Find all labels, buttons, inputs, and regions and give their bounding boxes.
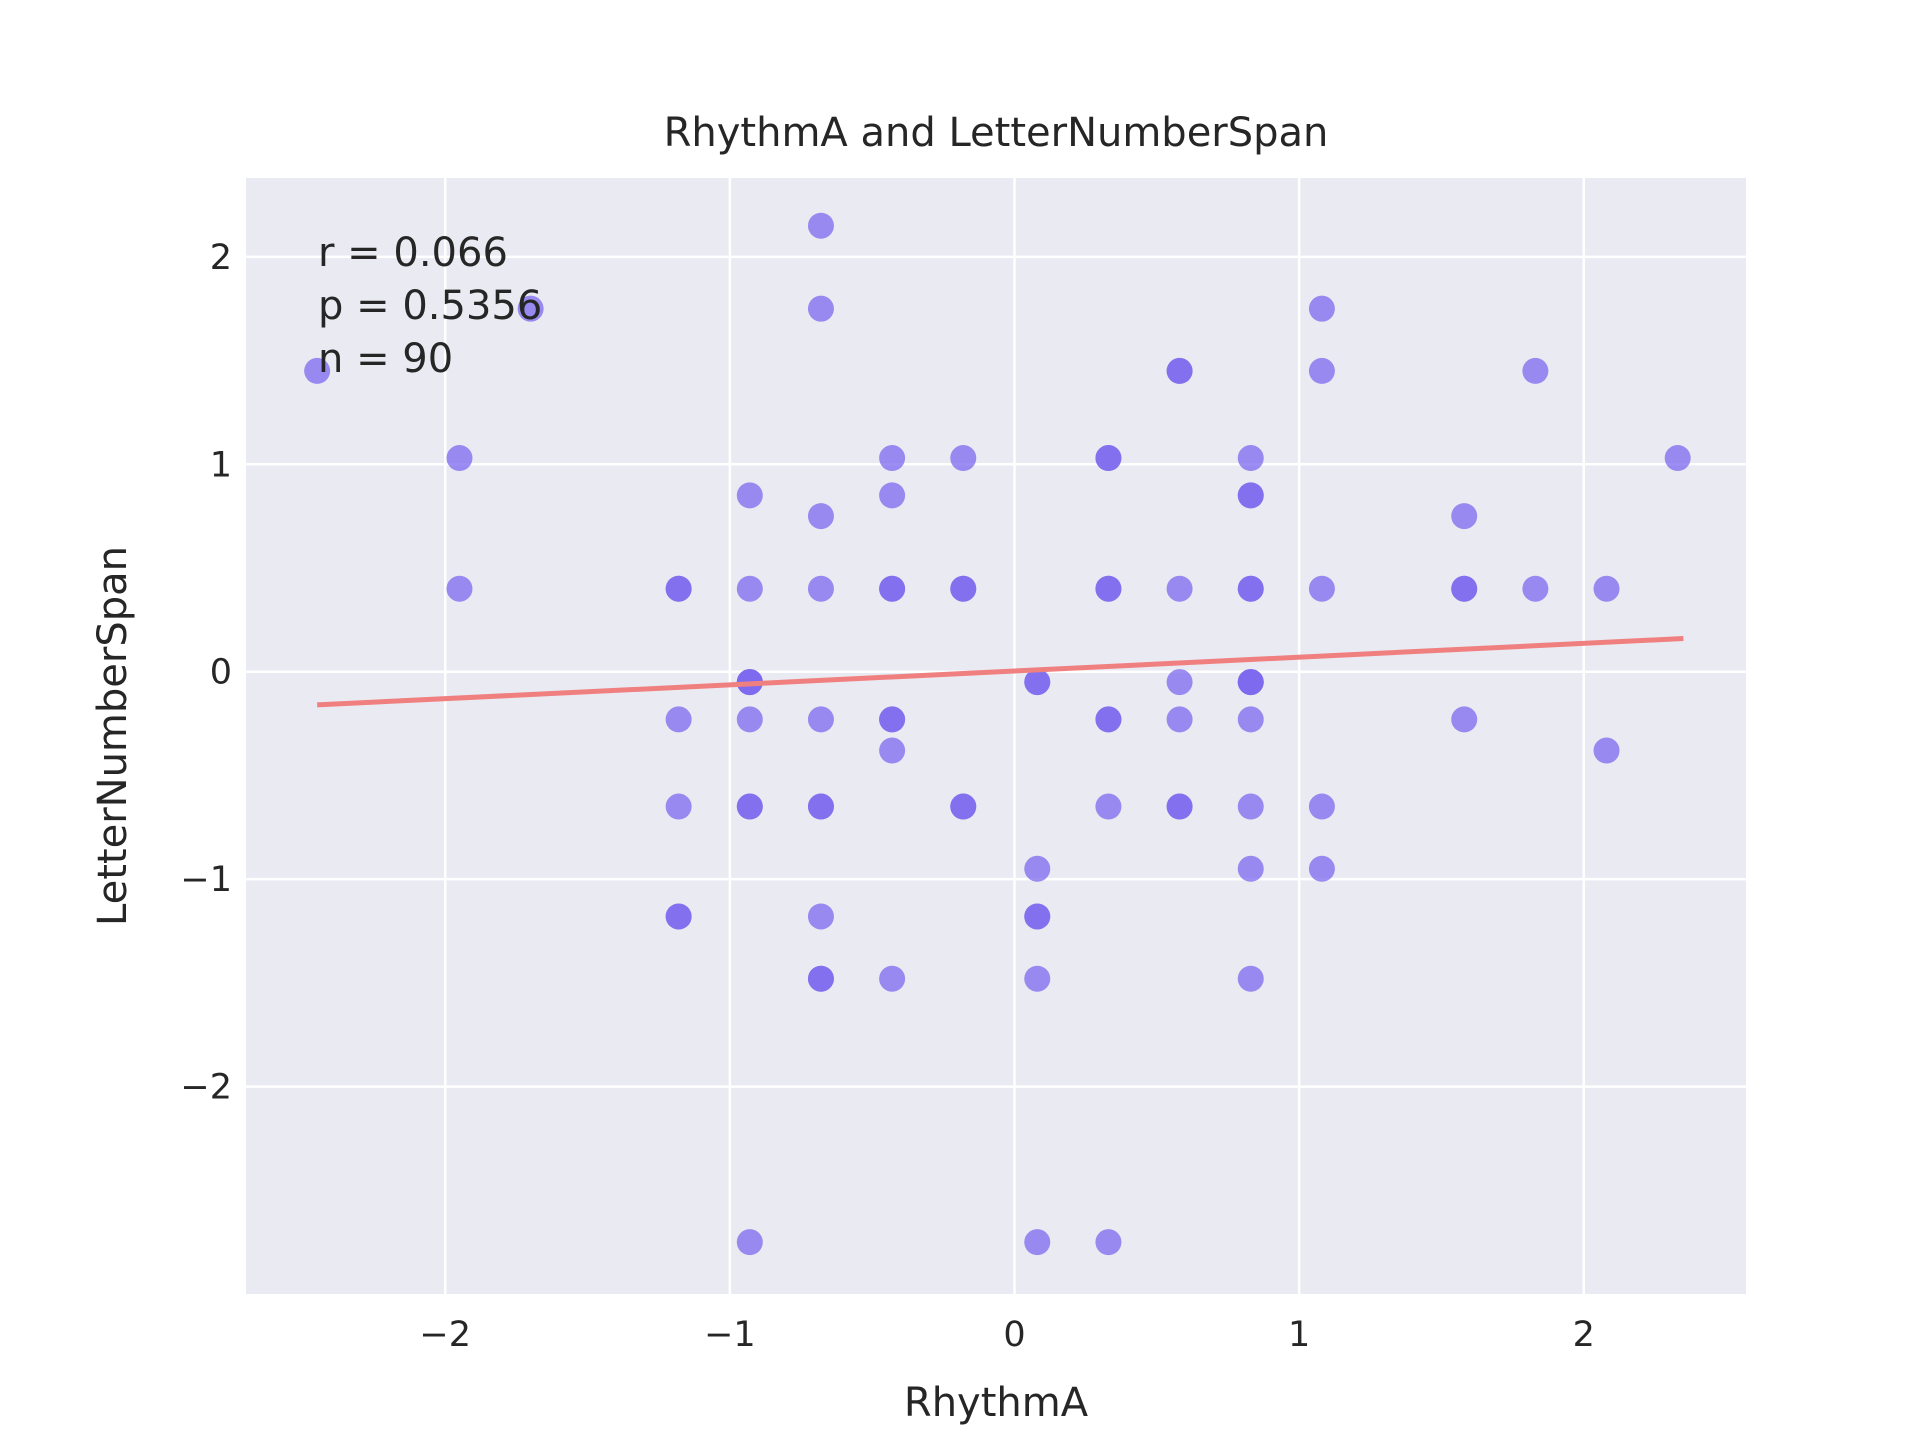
- scatter-point: [736, 793, 763, 820]
- scatter-point: [446, 445, 473, 472]
- y-axis-label: LetterNumberSpan: [90, 546, 136, 926]
- data-points: [304, 212, 1691, 1256]
- scatter-point: [807, 706, 834, 733]
- scatter-point: [807, 212, 834, 239]
- scatter-point: [879, 706, 906, 733]
- scatter-point: [1237, 793, 1264, 820]
- scatter-point: [807, 793, 834, 820]
- scatter-point: [1308, 793, 1335, 820]
- scatter-point: [1166, 706, 1193, 733]
- scatter-point: [1166, 793, 1193, 820]
- scatter-point: [1237, 855, 1264, 882]
- scatter-point: [1024, 669, 1051, 696]
- x-tick-label: 1: [1288, 1315, 1310, 1355]
- scatter-point: [807, 575, 834, 602]
- scatter-point: [1237, 706, 1264, 733]
- chart-title: RhythmA and LetterNumberSpan: [664, 110, 1329, 156]
- scatter-point: [665, 793, 692, 820]
- scatter-point: [736, 1229, 763, 1256]
- x-tick-label: 2: [1573, 1315, 1595, 1355]
- scatter-point: [1237, 482, 1264, 509]
- scatter-point: [1664, 445, 1691, 472]
- scatter-point: [950, 445, 977, 472]
- scatter-point: [807, 965, 834, 992]
- scatter-point: [736, 575, 763, 602]
- scatter-point: [807, 295, 834, 322]
- y-tick-label: 2: [210, 238, 232, 278]
- scatter-point: [1237, 445, 1264, 472]
- x-axis-label: RhythmA: [904, 1380, 1089, 1426]
- scatter-point: [1095, 445, 1122, 472]
- scatter-point: [1237, 669, 1264, 696]
- stats-annotation: r = 0.066 p = 0.5356 n = 90: [318, 230, 542, 382]
- scatter-point: [879, 482, 906, 509]
- scatter-point: [1166, 669, 1193, 696]
- scatter-point: [1095, 793, 1122, 820]
- annotation-r: r = 0.066: [318, 230, 508, 276]
- scatter-point: [1451, 503, 1478, 530]
- scatter-point: [1024, 1229, 1051, 1256]
- y-tick-label: −2: [180, 1068, 232, 1108]
- scatter-point: [1522, 357, 1549, 384]
- scatter-point: [665, 903, 692, 930]
- scatter-point: [950, 793, 977, 820]
- y-tick-label: 1: [210, 445, 232, 485]
- scatter-point: [517, 295, 544, 322]
- scatter-point: [304, 357, 331, 384]
- y-tick-label: −1: [180, 860, 232, 900]
- x-tick-labels: −2 −1 0 1 2: [419, 1315, 1594, 1355]
- scatter-point: [1237, 575, 1264, 602]
- annotation-p: p = 0.5356: [318, 283, 542, 329]
- scatter-point: [665, 575, 692, 602]
- scatter-point: [1593, 737, 1620, 764]
- scatter-point: [1593, 575, 1620, 602]
- x-tick-label: −2: [419, 1315, 471, 1355]
- scatter-point: [879, 965, 906, 992]
- scatter-point: [879, 575, 906, 602]
- scatter-point: [1166, 575, 1193, 602]
- y-tick-label: 0: [210, 653, 232, 693]
- plot-area: [246, 178, 1746, 1294]
- x-tick-label: −1: [704, 1315, 756, 1355]
- scatter-point: [1166, 357, 1193, 384]
- regression-line: [317, 636, 1684, 708]
- scatter-point: [879, 445, 906, 472]
- x-tick-label: 0: [1003, 1315, 1025, 1355]
- scatter-point: [1024, 903, 1051, 930]
- scatter-point: [665, 706, 692, 733]
- scatter-point: [1308, 357, 1335, 384]
- annotation-n: n = 90: [318, 336, 453, 382]
- scatter-point: [1095, 1229, 1122, 1256]
- scatter-point: [1308, 575, 1335, 602]
- scatter-point: [1024, 965, 1051, 992]
- scatter-point: [736, 482, 763, 509]
- scatter-point: [1237, 965, 1264, 992]
- scatter-point: [1522, 575, 1549, 602]
- grid-lines: [246, 178, 1746, 1294]
- scatter-point: [1451, 575, 1478, 602]
- scatter-point: [1095, 706, 1122, 733]
- scatter-point: [1095, 575, 1122, 602]
- scatter-point: [446, 575, 473, 602]
- scatter-point: [1024, 855, 1051, 882]
- y-tick-labels: −2 −1 0 1 2: [180, 238, 232, 1108]
- scatter-point: [736, 706, 763, 733]
- scatter-point: [807, 503, 834, 530]
- scatter-point: [1308, 855, 1335, 882]
- scatter-point: [1308, 295, 1335, 322]
- scatter-point: [879, 737, 906, 764]
- scatter-point: [1451, 706, 1478, 733]
- scatter-point: [807, 903, 834, 930]
- scatter-point: [950, 575, 977, 602]
